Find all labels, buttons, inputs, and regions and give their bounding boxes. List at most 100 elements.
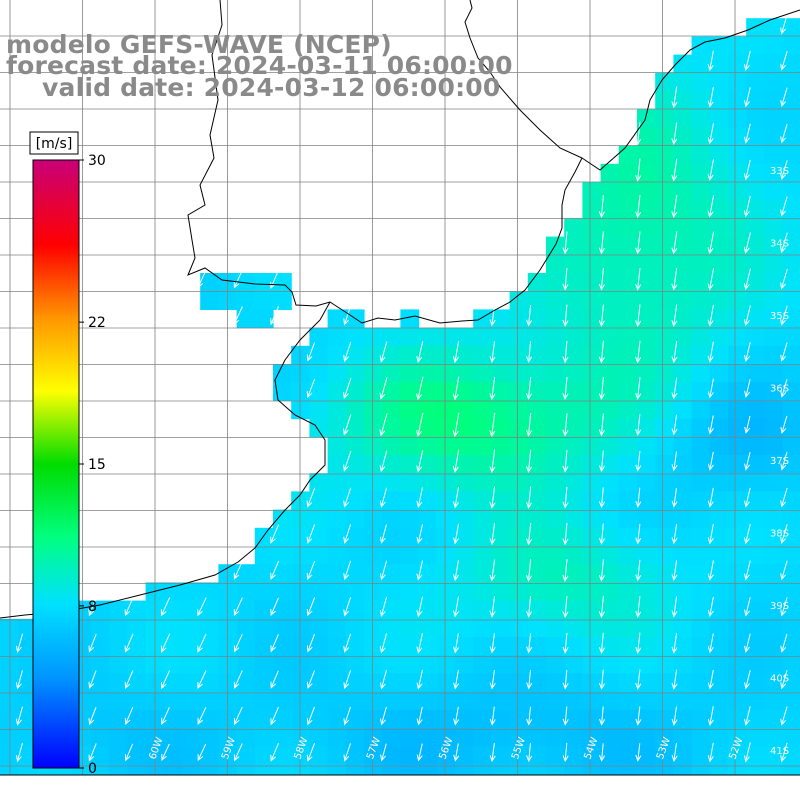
wind-cell <box>491 709 511 729</box>
wind-cell <box>327 364 347 383</box>
wind-cell <box>436 600 456 620</box>
wind-cell <box>709 509 729 529</box>
wind-arrow <box>707 50 714 72</box>
wind-cell <box>618 163 638 183</box>
wind-cell <box>746 436 765 456</box>
wind-cell <box>546 473 565 492</box>
wind-arrow <box>780 123 788 144</box>
wind-arrow <box>780 160 788 180</box>
wind-cell <box>127 673 147 693</box>
wind-cell <box>746 746 765 765</box>
wind-cell <box>291 491 310 511</box>
wind-cell <box>527 527 547 547</box>
wind-cell <box>764 382 784 401</box>
wind-cell <box>764 728 784 747</box>
wind-cell <box>455 418 474 438</box>
wind-arrow <box>744 487 751 508</box>
wind-cell <box>436 436 456 456</box>
wind-cell <box>291 728 310 747</box>
wind-cell <box>527 673 547 693</box>
wind-cell <box>527 709 547 729</box>
wind-cell <box>509 728 529 747</box>
wind-cell <box>455 746 474 765</box>
wind-cell <box>382 746 401 765</box>
wind-cell <box>637 254 656 274</box>
wind-cell <box>382 600 401 620</box>
wind-cell <box>764 400 784 420</box>
wind-cell <box>364 600 383 620</box>
wind-cell <box>746 236 765 256</box>
wind-cell <box>782 345 800 365</box>
wind-cell <box>527 618 547 638</box>
wind-cell <box>546 546 565 565</box>
wind-arrow <box>453 669 460 690</box>
wind-cell <box>673 345 693 365</box>
wind-cell <box>655 709 674 729</box>
wind-cell <box>728 527 747 547</box>
wind-cell <box>728 709 747 729</box>
wind-cell <box>764 455 784 474</box>
wind-cell <box>400 382 420 401</box>
wind-cell <box>764 509 784 529</box>
wind-cell <box>728 36 747 56</box>
wind-arrow <box>671 268 678 291</box>
wind-cell <box>327 582 347 602</box>
wind-cell <box>400 600 420 620</box>
wind-cell <box>600 364 620 383</box>
wind-cell <box>691 618 711 638</box>
wind-cell <box>618 182 638 201</box>
wind-arrow <box>635 340 642 364</box>
wind-cell <box>655 764 674 775</box>
wind-cell <box>546 509 565 529</box>
wind-cell <box>782 382 800 401</box>
wind-cell <box>327 382 347 401</box>
wind-cell <box>200 691 219 711</box>
wind-cell <box>728 582 747 602</box>
wind-cell <box>746 709 765 729</box>
wind-cell <box>491 491 511 511</box>
wind-cell <box>418 637 438 656</box>
wind-cell <box>527 400 547 420</box>
wind-cell <box>564 218 583 238</box>
wind-cell <box>273 746 292 765</box>
wind-cell <box>637 491 656 511</box>
wind-cell <box>637 691 656 711</box>
wind-cell <box>764 546 784 565</box>
wind-cell <box>491 345 511 365</box>
wind-cell <box>618 564 638 583</box>
wind-cell <box>637 764 656 775</box>
wind-cell <box>709 182 729 201</box>
wind-cell <box>291 618 310 638</box>
wind-cell <box>673 145 693 165</box>
wind-cell <box>127 764 147 775</box>
wind-cell <box>509 418 529 438</box>
wind-cell <box>746 18 765 37</box>
wind-cell <box>691 291 711 310</box>
wind-cell <box>673 54 693 74</box>
wind-arrow <box>780 560 788 581</box>
wind-cell <box>600 673 620 693</box>
wind-arrow <box>598 559 605 582</box>
wind-arrow <box>707 633 714 654</box>
wind-cell <box>473 327 492 347</box>
wind-cell <box>600 564 620 583</box>
wind-cell <box>673 163 693 183</box>
wind-arrow <box>270 634 279 653</box>
wind-cell <box>400 436 420 456</box>
wind-arrow <box>562 632 569 654</box>
wind-arrow <box>197 633 207 653</box>
wind-arrow <box>598 267 605 291</box>
colorbar-gradient <box>32 159 80 769</box>
wind-cell <box>509 618 529 638</box>
lat-label: 33S <box>770 166 789 177</box>
wind-cell <box>600 291 620 310</box>
wind-arrow <box>635 669 642 690</box>
wind-arrow <box>270 706 279 726</box>
wind-cell <box>291 364 310 383</box>
wind-cell <box>618 691 638 711</box>
wind-arrow <box>598 669 606 690</box>
wind-cell <box>182 691 201 711</box>
wind-cell <box>509 400 529 420</box>
wind-cell <box>400 637 420 656</box>
wind-cell <box>163 637 183 656</box>
